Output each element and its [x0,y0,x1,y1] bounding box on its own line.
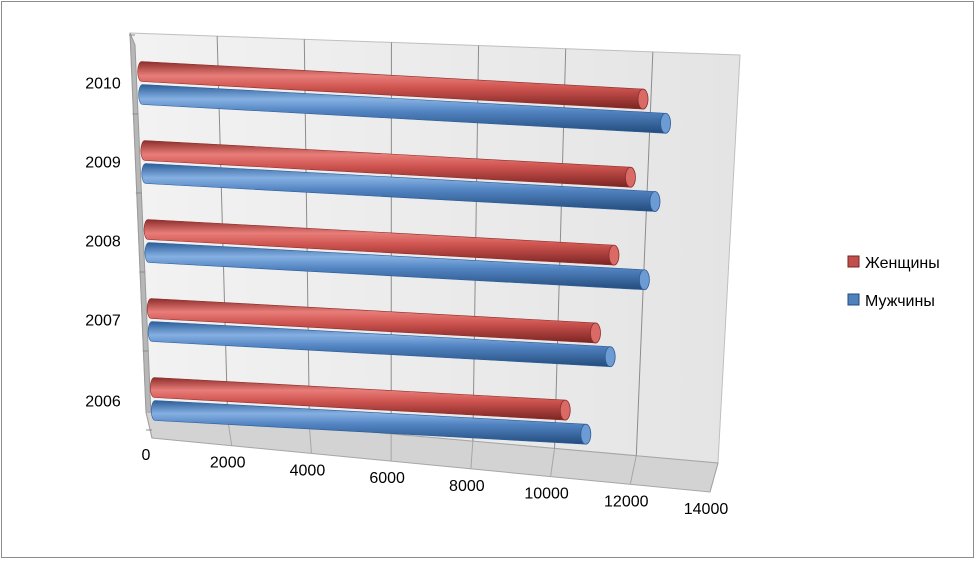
x-tick-label: 2000 [210,455,246,472]
floor-gridline [145,411,153,439]
bars [137,61,671,445]
y-axis-labels: 2006 2007 2008 2009 2010 [85,76,121,411]
bar-men-cap [580,423,592,445]
floor-gridline [629,455,637,485]
category-ticks [129,34,153,431]
x-tick-label: 8000 [449,478,485,495]
legend-swatch-men [847,293,860,306]
bar-men-cap [604,346,616,368]
y-tick-label: 2007 [85,313,121,330]
legend-label-women: Женщины [865,255,940,272]
x-tick-label: 4000 [290,462,326,479]
y-tick-label: 2009 [85,155,121,172]
bar-women-cap [590,322,601,344]
legend-label-men: Мужчины [865,293,935,310]
legend: Женщины Мужчины [847,255,940,310]
x-tick-label: 6000 [369,470,405,487]
x-tick-label: 10000 [524,486,569,503]
bar-women-cap [559,399,571,421]
floor-gridline [470,441,474,469]
x-tick-label: 14000 [684,501,729,518]
bar-men-cap [649,191,661,212]
x-tick-label: 12000 [604,493,649,510]
x-axis-labels: 0 2000 4000 6000 8000 10000 12000 14000 [142,447,729,518]
bar-men-cap [660,112,671,134]
x-tick-label: 0 [142,447,151,464]
bar-women-cap [625,166,636,188]
y-tick-label: 2006 [85,394,121,411]
bar-men-cap [638,269,650,291]
legend-swatch-women [847,255,860,268]
floor-gridline [709,462,719,493]
floor-gridline [308,426,312,454]
bar-women-cap [608,244,620,266]
y-tick-label: 2008 [85,234,121,251]
floor-gridline [550,448,556,477]
bar-women-cap [637,88,649,110]
y-tick-label: 2010 [85,76,121,93]
